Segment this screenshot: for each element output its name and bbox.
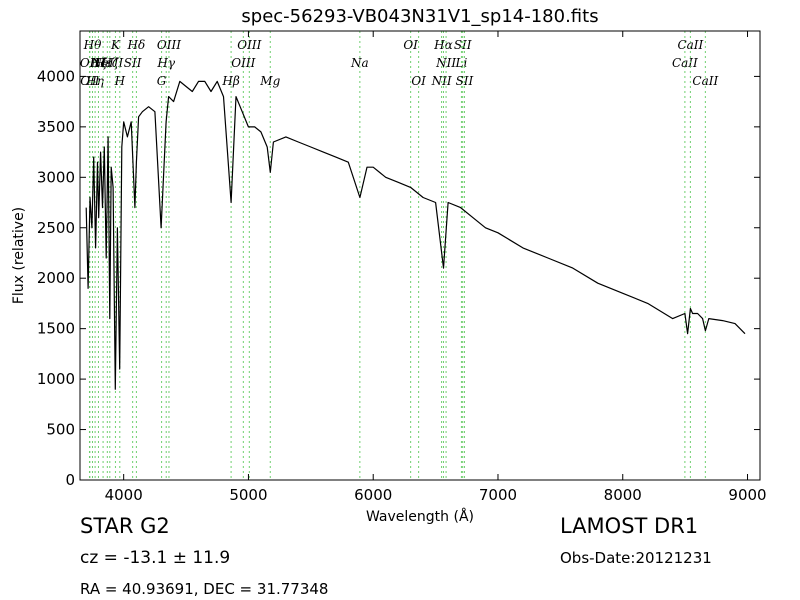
y-tick-label: 500 [46, 421, 75, 439]
line-marker-label: Li [455, 56, 468, 70]
line-marker-label: OIII [237, 38, 261, 52]
ra-dec-coordinates: RA = 40.93691, DEC = 31.77348 [80, 580, 329, 598]
line-marker-label: Hγ [156, 56, 175, 70]
x-tick-label: 9000 [728, 486, 766, 504]
line-marker-label: OI [411, 74, 426, 88]
y-axis-label: Flux (relative) [11, 207, 27, 304]
line-marker-label: K [110, 38, 121, 52]
line-marker-label: Na [350, 56, 369, 70]
line-marker-label: SII [456, 74, 474, 88]
y-tick-label: 1500 [37, 320, 75, 338]
line-marker-label: H [114, 74, 126, 88]
line-marker-label: Mg [259, 74, 280, 88]
chart-title: spec-56293-VB043N31V1_sp14-180.fits [241, 6, 599, 27]
y-tick-label: 1000 [37, 370, 75, 388]
axis-ticks: 4000 5000 6000 7000 8000 9000 0 500 1000 1500 2000… [37, 31, 767, 504]
spectrum-layer [85, 80, 746, 390]
plot-frame [79, 30, 761, 481]
line-marker-label: OIII [157, 38, 181, 52]
y-tick-label: 0 [65, 471, 75, 489]
line-marker-layer: OIIOIIHθHηHζHεNeIIIHζKHSIIHδGHγOIIIHβOII… [80, 31, 719, 480]
line-marker-label: Hβ [221, 74, 239, 88]
line-marker-label: Hζ [100, 56, 119, 70]
line-marker-label: SII [124, 56, 142, 70]
object-class: STAR G2 [80, 514, 170, 538]
x-axis-label: Wavelength (Å) [366, 508, 474, 525]
y-tick-label: 2000 [37, 269, 75, 287]
line-marker-label: SII [454, 38, 472, 52]
x-tick-label: 6000 [354, 486, 392, 504]
y-tick-label: 2500 [37, 219, 75, 237]
line-marker-label: CaII [677, 38, 703, 52]
line-marker-label: NII [435, 56, 456, 70]
x-tick-label: 4000 [105, 486, 143, 504]
line-marker-label: CaII [692, 74, 718, 88]
survey-name: LAMOST DR1 [560, 514, 699, 538]
line-marker-label: Hη [85, 74, 104, 88]
x-tick-label: 5000 [229, 486, 267, 504]
line-marker-label: Hδ [127, 38, 146, 52]
line-marker-label: Hα [433, 38, 453, 52]
y-tick-label: 4000 [37, 67, 75, 85]
redshift-cz: cz = -13.1 ± 11.9 [80, 548, 231, 568]
line-marker-label: OI [403, 38, 418, 52]
line-marker-label: OIII [231, 56, 255, 70]
observation-date: Obs-Date:20121231 [560, 549, 712, 567]
x-tick-label: 7000 [479, 486, 517, 504]
line-marker-label: NII [431, 74, 452, 88]
line-marker-label: CaII [672, 56, 698, 70]
y-tick-label: 3000 [37, 168, 75, 186]
y-tick-label: 3500 [37, 118, 75, 136]
line-marker-label: Hθ [83, 38, 102, 52]
x-tick-label: 8000 [604, 486, 642, 504]
line-marker-label: G [157, 74, 167, 88]
spectrum-line [85, 80, 746, 390]
